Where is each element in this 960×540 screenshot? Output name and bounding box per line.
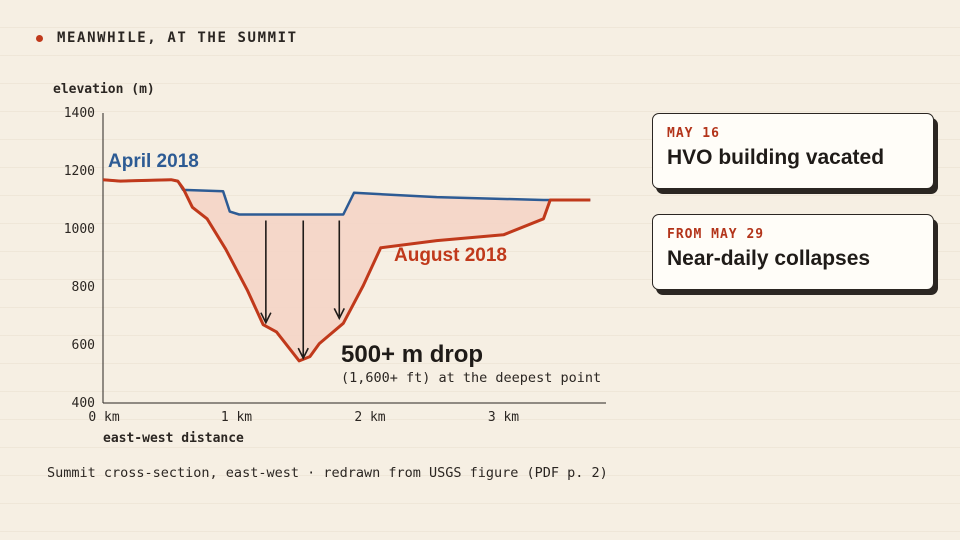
y-tick-label: 1400 (64, 106, 95, 121)
series-label-august-2018: August 2018 (394, 245, 507, 266)
event-card-may-16: MAY 16 HVO building vacated (652, 113, 934, 189)
series-line-august-2018 (102, 178, 591, 363)
x-tick-label: 2 km (354, 410, 385, 425)
collapse-area-fill (103, 179, 591, 361)
y-axis-label: elevation (m) (53, 82, 155, 97)
drop-annotation: 500+ m drop (341, 341, 483, 368)
drop-subannotation: (1,600+ ft) at the deepest point (341, 370, 601, 386)
bullet-dot-icon (36, 34, 43, 42)
section-header-label: MEANWHILE, AT THE SUMMIT (57, 30, 298, 46)
y-tick-label: 1200 (64, 164, 95, 179)
figure-caption: Summit cross-section, east-west · redraw… (47, 465, 608, 481)
event-date: MAY 16 (667, 126, 720, 141)
y-tick-label: 600 (72, 338, 95, 353)
y-tick-label: 1000 (64, 222, 95, 237)
y-tick-label: 800 (72, 280, 95, 295)
event-title: Near-daily collapses (667, 247, 871, 270)
x-tick-label: 1 km (221, 410, 252, 425)
y-tick-label: 400 (72, 396, 95, 411)
drop-arrow-head-icon (297, 347, 309, 360)
x-axis-label: east-west distance (103, 431, 244, 446)
x-tick-label: 3 km (488, 410, 519, 425)
drop-arrow-head-icon (260, 312, 272, 325)
series-label-april-2018: April 2018 (108, 151, 199, 172)
event-date: FROM MAY 29 (667, 227, 765, 242)
event-card-from-may-29: FROM MAY 29 Near-daily collapses (652, 214, 934, 290)
event-title: HVO building vacated (667, 146, 885, 169)
drop-arrow-head-icon (333, 307, 345, 321)
section-header: MEANWHILE, AT THE SUMMIT (36, 30, 298, 46)
x-tick-label: 0 km (88, 410, 119, 425)
